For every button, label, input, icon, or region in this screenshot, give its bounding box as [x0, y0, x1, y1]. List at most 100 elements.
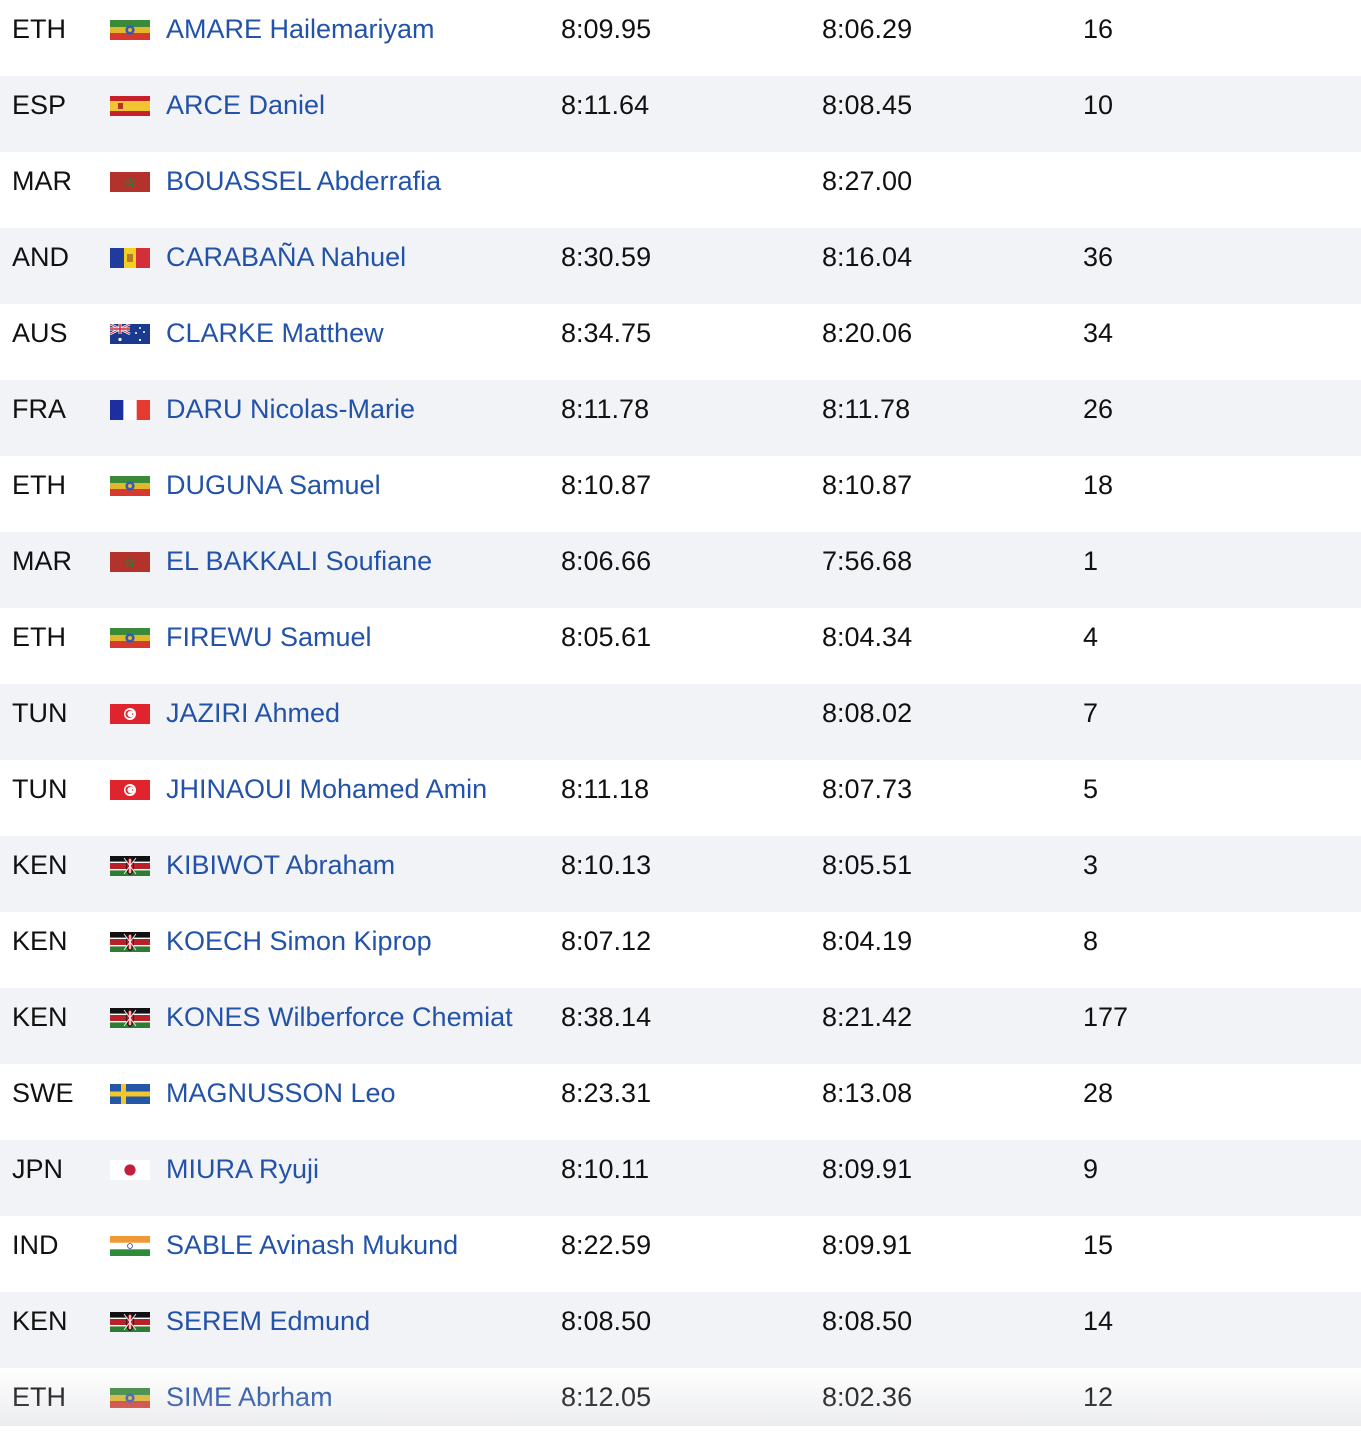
world-rank: 4	[1083, 622, 1099, 652]
athlete-name-link[interactable]: CLARKE Matthew	[166, 318, 384, 348]
tunisia-flag-icon	[110, 780, 150, 800]
table-row: JPN MIURA Ryuji 8:10.11 8:09.91 9	[0, 1140, 1361, 1216]
country-code: MAR	[12, 166, 72, 196]
athlete-name-link[interactable]: AMARE Hailemariyam	[166, 14, 435, 44]
personal-best: 8:07.73	[822, 774, 913, 804]
table-row: TUN JHINAOUI Mohamed Amin 8:11.18 8:07.73 5	[0, 760, 1361, 836]
country-code: ETH	[12, 622, 66, 652]
country-code: TUN	[12, 698, 68, 728]
season-best: 8:11.64	[561, 90, 650, 120]
season-best: 8:38.14	[561, 1002, 652, 1032]
personal-best: 8:13.08	[822, 1078, 913, 1108]
kenya-flag-icon	[110, 1312, 150, 1332]
andorra-flag-icon	[110, 248, 150, 268]
ethiopia-flag-icon	[110, 628, 150, 648]
sweden-flag-icon	[110, 1084, 150, 1104]
season-best: 8:10.87	[561, 470, 652, 500]
table-row: MAR EL BAKKALI Soufiane 8:06.66 7:56.68 1	[0, 532, 1361, 608]
world-rank: 7	[1083, 698, 1099, 728]
personal-best: 8:20.06	[822, 318, 913, 348]
season-best: 8:05.61	[561, 622, 652, 652]
country-code: ETH	[12, 14, 66, 44]
season-best: 8:30.59	[561, 242, 652, 272]
season-best: 8:10.13	[561, 850, 652, 880]
country-code: ESP	[12, 90, 67, 120]
world-rank: 26	[1083, 394, 1114, 424]
table-row: SWE MAGNUSSON Leo 8:23.31 8:13.08 28	[0, 1064, 1361, 1140]
world-rank: 36	[1083, 242, 1114, 272]
world-rank: 3	[1083, 850, 1099, 880]
ethiopia-flag-icon	[110, 1388, 150, 1408]
season-best: 8:11.18	[561, 774, 650, 804]
kenya-flag-icon	[110, 856, 150, 876]
country-code: ETH	[12, 470, 66, 500]
country-code: ETH	[12, 1382, 66, 1412]
country-code: IND	[12, 1230, 59, 1260]
table-row: KEN KOECH Simon Kiprop 8:07.12 8:04.19 8	[0, 912, 1361, 988]
season-best: 8:09.95	[561, 14, 652, 44]
ethiopia-flag-icon	[110, 476, 150, 496]
world-rank: 1	[1083, 546, 1099, 576]
table-row: KEN KIBIWOT Abraham 8:10.13 8:05.51 3	[0, 836, 1361, 912]
country-code: JPN	[12, 1154, 64, 1184]
athlete-name-link[interactable]: SABLE Avinash Mukund	[166, 1230, 459, 1260]
athlete-name-link[interactable]: CARABAÑA Nahuel	[166, 242, 407, 272]
table-row: ESP ARCE Daniel 8:11.64 8:08.45 10	[0, 76, 1361, 152]
athlete-name-link[interactable]: MAGNUSSON Leo	[166, 1078, 396, 1108]
country-code: KEN	[12, 926, 68, 956]
athlete-name-link[interactable]: DARU Nicolas-Marie	[166, 394, 416, 424]
personal-best: 8:09.91	[822, 1230, 913, 1260]
country-code: TUN	[12, 774, 68, 804]
world-rank: 15	[1083, 1230, 1114, 1260]
athlete-name-link[interactable]: EL BAKKALI Soufiane	[166, 546, 433, 576]
table-row: MAR BOUASSEL Abderrafia 8:27.00	[0, 152, 1361, 228]
personal-best: 8:16.04	[822, 242, 913, 272]
kenya-flag-icon	[110, 1008, 150, 1028]
world-rank: 12	[1083, 1382, 1114, 1412]
athlete-name-link[interactable]: BOUASSEL Abderrafia	[166, 166, 442, 196]
personal-best: 7:56.68	[822, 546, 913, 576]
spain-flag-icon	[110, 96, 150, 116]
table-row: ETH DUGUNA Samuel 8:10.87 8:10.87 18	[0, 456, 1361, 532]
personal-best: 8:27.00	[822, 166, 913, 196]
athlete-name-link[interactable]: ARCE Daniel	[166, 90, 326, 120]
world-rank: 16	[1083, 14, 1114, 44]
personal-best: 8:02.36	[822, 1382, 913, 1412]
country-code: AND	[12, 242, 70, 272]
india-flag-icon	[110, 1236, 150, 1256]
athlete-name-link[interactable]: KIBIWOT Abraham	[166, 850, 396, 880]
athlete-name-link[interactable]: DUGUNA Samuel	[166, 470, 381, 500]
personal-best: 8:08.02	[822, 698, 913, 728]
personal-best: 8:09.91	[822, 1154, 913, 1184]
france-flag-icon	[110, 400, 150, 420]
athlete-name-link[interactable]: KOECH Simon Kiprop	[166, 926, 432, 956]
country-code: FRA	[12, 394, 66, 424]
athlete-name-link[interactable]: SEREM Edmund	[166, 1306, 371, 1336]
personal-best: 8:05.51	[822, 850, 913, 880]
personal-best: 8:04.34	[822, 622, 913, 652]
season-best: 8:11.78	[561, 394, 650, 424]
athlete-name-link[interactable]: KONES Wilberforce Chemiat	[166, 1002, 513, 1032]
world-rank: 34	[1083, 318, 1114, 348]
season-best: 8:34.75	[561, 318, 652, 348]
personal-best: 8:10.87	[822, 470, 913, 500]
table-row: FRA DARU Nicolas-Marie 8:11.78 8:11.78 26	[0, 380, 1361, 456]
ethiopia-flag-icon	[110, 20, 150, 40]
athlete-name-link[interactable]: SIME Abrham	[166, 1382, 333, 1412]
australia-flag-icon	[110, 324, 150, 344]
athlete-name-link[interactable]: FIREWU Samuel	[166, 622, 372, 652]
world-rank: 177	[1083, 1002, 1129, 1032]
season-best: 8:06.66	[561, 546, 652, 576]
country-code: KEN	[12, 850, 68, 880]
kenya-flag-icon	[110, 932, 150, 952]
world-rank: 5	[1083, 774, 1099, 804]
athlete-name-link[interactable]: MIURA Ryuji	[166, 1154, 320, 1184]
country-code: KEN	[12, 1306, 68, 1336]
morocco-flag-icon	[110, 552, 150, 572]
athlete-name-link[interactable]: JHINAOUI Mohamed Amin	[166, 774, 488, 804]
athlete-name-link[interactable]: JAZIRI Ahmed	[166, 698, 341, 728]
country-code: KEN	[12, 1002, 68, 1032]
table-row: KEN KONES Wilberforce Chemiat 8:38.14 8:21.…	[0, 988, 1361, 1064]
table-row: ETH AMARE Hailemariyam 8:09.95 8:06.29 16	[0, 0, 1361, 76]
